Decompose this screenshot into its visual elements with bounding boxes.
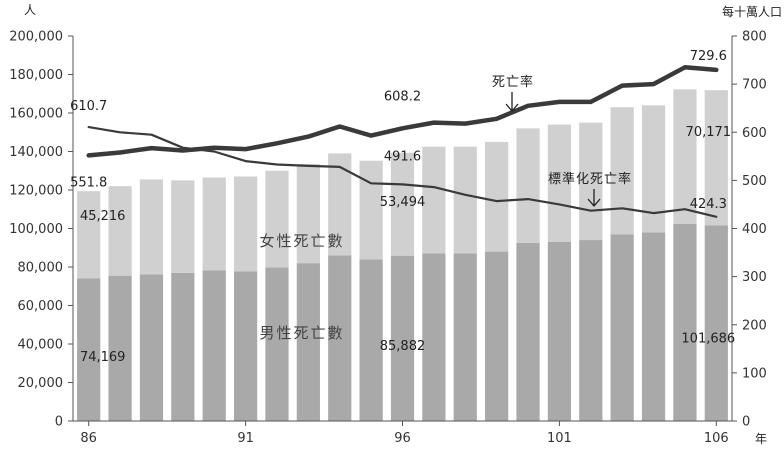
bar-female-97 [422,146,446,254]
bar-female-105 [673,89,697,224]
label-male-deaths-start: 74,169 [80,350,126,365]
bar-female-86 [77,191,101,279]
data-labels-group: 610.7 551.8 608.2 491.6 729.6 424.3 45,216 74,1… [70,49,735,365]
right-tick-label: 0 [742,415,750,430]
bar-female-88 [139,179,164,275]
bar-female-90 [202,177,226,271]
left-tick-label: 0 [55,415,63,430]
bar-male-94 [328,255,352,421]
left-tick-label: 100,000 [9,222,63,237]
x-tick-label: 91 [237,431,254,446]
bar-male-95 [359,259,383,421]
left-tick-label: 180,000 [9,68,63,83]
bar-female-100 [516,128,540,243]
left-tick-label: 120,000 [9,184,63,199]
bar-male-96 [390,255,415,421]
series-label-female-deaths: 女性死亡數 [259,232,344,250]
bar-male-87 [108,275,132,421]
label-female-deaths-start: 45,216 [80,209,126,224]
right-axis-unit: 每十萬人口 [722,4,782,19]
bar-female-98 [453,146,477,254]
right-tick-label: 200 [742,318,767,333]
right-tick-label: 100 [742,366,767,381]
bar-female-96 [390,152,415,256]
bar-female-99 [485,141,509,252]
x-axis-ticks: 86 91 96 101 106 [80,421,729,446]
crude-rate-pointer-arrow [505,92,519,112]
bar-female-89 [171,180,195,273]
label-male-deaths-mid: 85,882 [380,339,426,354]
bar-male-88 [139,274,164,421]
left-tick-label: 60,000 [18,299,64,314]
bar-male-89 [171,272,195,421]
right-tick-label: 800 [742,30,767,45]
right-tick-label: 700 [742,78,767,93]
label-crude-rate-mid: 608.2 [384,89,421,104]
left-tick-label: 160,000 [9,107,63,122]
bar-female-87 [108,186,132,276]
left-y-axis-ticks: 0 20,000 40,000 60,000 80,000 100,000 120,000 1… [9,30,73,430]
line-series-group [86,65,719,218]
right-tick-label: 500 [742,174,767,189]
series-label-male-deaths: 男性死亡數 [259,324,344,342]
bar-female-104 [641,105,666,233]
x-tick-label: 96 [394,431,411,446]
label-crude-rate-end: 729.6 [690,49,727,64]
bar-female-101 [547,124,572,242]
label-female-deaths-mid: 53,494 [380,195,426,210]
bar-female-91 [233,176,258,272]
left-axis-unit: 人 [24,3,36,17]
bar-male-103 [610,234,634,421]
left-tick-label: 140,000 [9,145,63,160]
bar-male-93 [296,263,320,421]
x-tick-label: 101 [547,431,572,446]
bar-male-106 [704,225,728,421]
label-standardized-rate-end: 424.3 [690,197,727,212]
x-tick-label: 106 [704,431,729,446]
x-tick-label: 86 [80,431,97,446]
bar-female-94 [328,153,352,256]
bar-male-105 [673,223,697,421]
right-y-axis-ticks: 0 100 200 300 400 500 600 700 800 [732,30,767,430]
bar-male-86 [77,278,101,421]
label-standardized-rate-start: 610.7 [70,99,107,114]
label-crude-rate-start: 551.8 [70,175,107,190]
left-tick-label: 200,000 [9,30,63,45]
bar-male-99 [485,251,509,421]
bar-female-95 [359,160,383,260]
line-standardized-death-rate [87,125,718,218]
bar-male-90 [202,270,226,421]
bar-series-group [77,89,728,421]
series-label-crude-death-rate: 死亡率 [492,74,534,90]
bar-female-92 [265,170,289,268]
standardized-rate-pointer-arrow [587,189,601,207]
label-standardized-rate-mid: 491.6 [384,149,421,164]
bar-female-103 [610,107,634,235]
bar-male-101 [547,241,572,421]
bar-male-91 [233,271,258,421]
label-male-deaths-end: 101,686 [681,332,735,347]
right-tick-label: 400 [742,222,767,237]
bar-male-92 [265,267,289,421]
bar-female-106 [704,90,728,226]
bar-male-97 [422,253,446,421]
left-tick-label: 80,000 [18,261,64,276]
right-tick-label: 600 [742,126,767,141]
right-tick-label: 300 [742,270,767,285]
left-tick-label: 20,000 [18,376,64,391]
series-label-standardized-death-rate: 標準化死亡率 [548,171,632,187]
left-tick-label: 40,000 [18,338,64,353]
bar-male-98 [453,253,477,421]
bar-female-93 [296,164,320,264]
bar-male-102 [579,240,603,421]
bar-male-100 [516,242,540,421]
x-axis-unit: 年 [755,432,767,446]
bar-male-104 [641,232,666,421]
label-female-deaths-end: 70,171 [686,125,732,140]
